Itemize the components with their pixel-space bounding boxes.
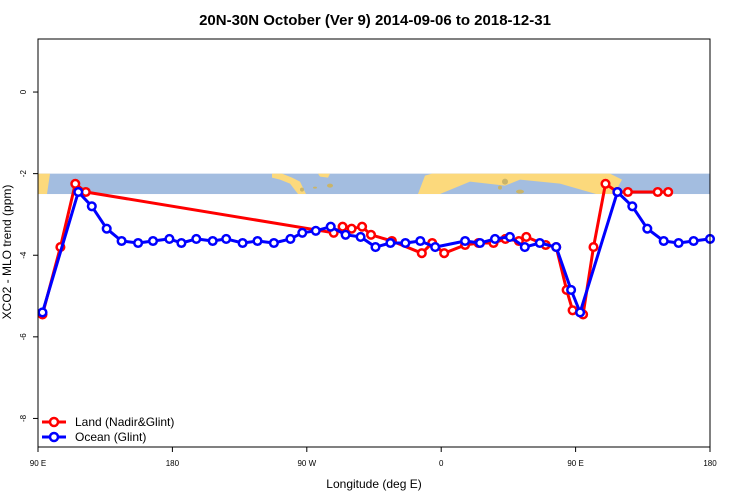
data-point — [439, 248, 450, 259]
data-point — [460, 235, 471, 247]
data-point — [663, 186, 674, 198]
data-point — [504, 231, 515, 242]
x-tick-label: 180 — [166, 459, 180, 468]
map-island-3 — [502, 178, 508, 185]
data-point — [285, 233, 296, 244]
data-point — [658, 235, 669, 247]
map-land-1 — [272, 173, 306, 195]
series-1 — [37, 186, 716, 318]
data-point — [688, 235, 699, 247]
x-tick-label: 180 — [703, 459, 717, 468]
map-island-0 — [327, 183, 333, 188]
chart-title: 20N-30N October (Ver 9) 2014-09-06 to 20… — [199, 12, 551, 29]
legend-ocean-label: Ocean (Glint) — [75, 430, 146, 444]
x-tick-label: 90 E — [30, 459, 46, 468]
y-tick-label: -2 — [19, 170, 28, 178]
data-point — [191, 233, 202, 244]
data-point — [252, 235, 263, 247]
y-axis: 0 -2 -4 -6 -8 — [19, 89, 38, 422]
legend-land-marker — [48, 416, 60, 428]
x-tick-label: 90 W — [297, 459, 316, 468]
data-point — [673, 237, 684, 249]
data-point — [268, 237, 279, 249]
data-point — [575, 307, 586, 318]
y-tick-label: -6 — [19, 333, 28, 341]
data-point — [385, 237, 396, 249]
data-point — [176, 237, 187, 249]
data-point — [474, 237, 486, 249]
data-point — [37, 307, 48, 318]
data-point — [116, 235, 127, 247]
series-layer — [37, 178, 716, 320]
x-tick-label: 0 — [439, 459, 444, 468]
world-map-band — [38, 173, 710, 195]
legend-land-label: Land (Nadir&Glint) — [75, 415, 174, 429]
series-0 — [37, 178, 674, 320]
y-tick-label: -4 — [19, 251, 28, 259]
data-point — [357, 221, 368, 232]
data-point — [70, 178, 81, 189]
data-point — [73, 186, 84, 198]
map-island-5 — [313, 186, 317, 189]
map-island-1 — [498, 185, 502, 190]
data-point — [622, 186, 633, 198]
y-tick-label: -8 — [19, 414, 28, 422]
map-island-4 — [300, 187, 304, 192]
data-point — [566, 284, 577, 295]
data-point — [612, 186, 623, 198]
data-point — [415, 235, 426, 247]
x-tick-label: 90 E — [567, 459, 583, 468]
plot-frame — [37, 38, 711, 448]
legend: Land (Nadir&Glint) Ocean (Glint) — [42, 415, 174, 444]
data-point — [346, 223, 357, 234]
data-point — [400, 237, 411, 249]
map-land-0 — [38, 173, 50, 195]
x-axis: 90 E 180 90 W 0 90 E 180 — [30, 447, 717, 468]
data-point — [340, 229, 351, 240]
data-point — [310, 225, 321, 236]
data-point — [642, 223, 653, 234]
y-axis-label: XCO2 - MLO trend (ppm) — [0, 185, 14, 320]
data-point — [355, 231, 366, 242]
data-point — [164, 233, 175, 244]
data-point — [101, 223, 112, 234]
data-point — [416, 248, 427, 259]
data-point — [325, 221, 336, 232]
legend-ocean-marker — [48, 431, 60, 443]
data-point — [534, 237, 545, 249]
data-point — [600, 178, 611, 189]
x-axis-label: Longitude (deg E) — [326, 477, 421, 491]
data-point — [133, 237, 144, 249]
data-point — [652, 186, 663, 198]
data-point — [370, 242, 381, 253]
data-point — [207, 235, 218, 247]
data-point — [365, 229, 377, 240]
data-point — [519, 242, 530, 253]
series-line-1 — [41, 190, 711, 314]
data-point — [86, 201, 97, 212]
data-point — [430, 242, 441, 253]
data-point — [147, 235, 159, 247]
data-point — [221, 233, 232, 244]
map-land-3 — [318, 173, 330, 178]
map-land-2 — [418, 173, 622, 195]
data-point — [337, 221, 348, 232]
y-tick-label: 0 — [19, 89, 28, 94]
data-point — [551, 242, 562, 253]
data-point — [521, 231, 532, 242]
data-point — [237, 237, 248, 249]
data-point — [627, 201, 638, 212]
map-island-2 — [516, 189, 524, 194]
data-point — [489, 233, 501, 244]
data-point — [588, 242, 599, 253]
data-point — [297, 227, 308, 238]
